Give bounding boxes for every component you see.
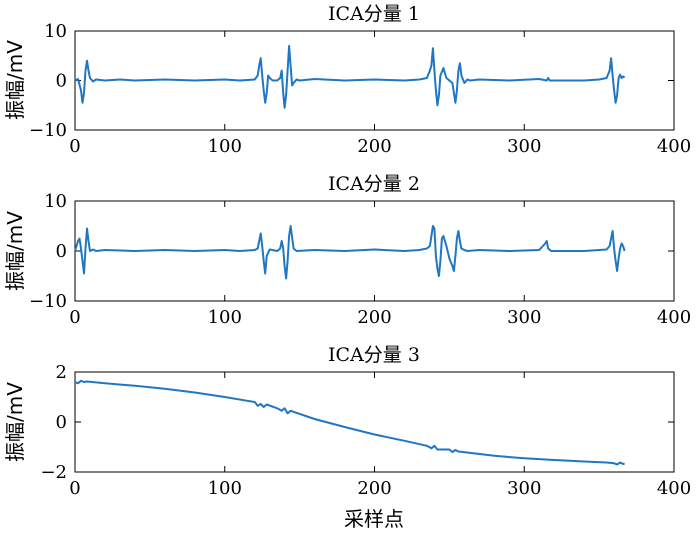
series-line [74,379,625,466]
chart-title: ICA分量 3 [328,344,420,366]
x-tick-label: 0 [69,478,80,499]
x-tick-label: 400 [657,478,691,499]
x-tick-label: 100 [208,136,242,157]
x-tick-label: 100 [208,307,242,328]
series-line [74,44,626,109]
x-tick-label: 400 [657,307,691,328]
x-tick-label: 400 [657,136,691,157]
x-tick-label: 300 [507,478,541,499]
x-axis-label: 采样点 [344,507,404,531]
plot-frame [74,371,675,473]
x-tick-label: 300 [507,307,541,328]
y-tick-label: 0 [56,412,67,433]
y-tick-label: 0 [56,71,67,92]
chart-title: ICA分量 1 [328,3,420,25]
y-tick-label: −2 [40,462,67,483]
x-tick-label: 200 [357,307,391,328]
series-line [74,225,626,280]
y-tick-label: 0 [56,241,67,262]
x-tick-label: 300 [507,136,541,157]
y-axis-label: 振幅/mV [3,211,27,291]
y-tick-label: 10 [44,21,67,42]
x-tick-label: 200 [357,136,391,157]
y-tick-label: 10 [44,191,67,212]
y-axis-label: 振幅/mV [3,382,27,462]
x-tick-label: 0 [69,136,80,157]
x-tick-label: 200 [357,478,391,499]
y-axis-label: 振幅/mV [3,40,27,120]
y-tick-label: −10 [29,120,67,141]
chart-title: ICA分量 2 [328,173,420,195]
x-tick-label: 100 [208,478,242,499]
y-tick-label: 2 [56,362,67,383]
y-tick-label: −10 [29,291,67,312]
x-tick-label: 0 [69,307,80,328]
